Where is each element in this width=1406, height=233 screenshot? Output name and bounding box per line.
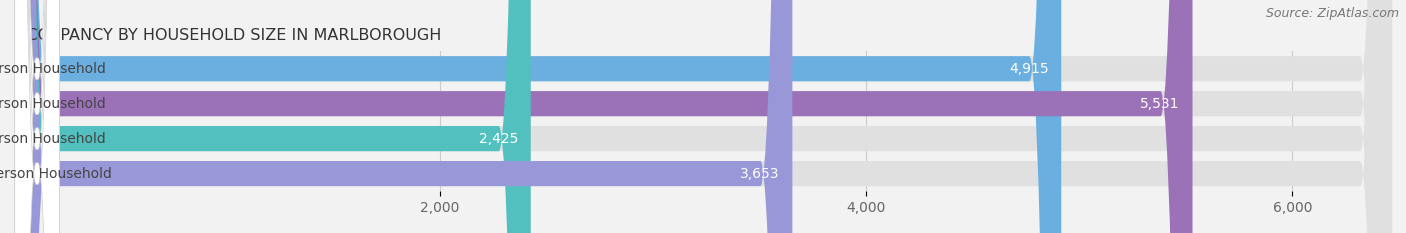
FancyBboxPatch shape — [14, 0, 1392, 233]
Text: 3,653: 3,653 — [740, 167, 779, 181]
Text: Source: ZipAtlas.com: Source: ZipAtlas.com — [1265, 7, 1399, 20]
FancyBboxPatch shape — [14, 0, 1062, 233]
FancyBboxPatch shape — [14, 0, 1392, 233]
FancyBboxPatch shape — [14, 0, 59, 233]
FancyBboxPatch shape — [14, 0, 1192, 233]
Text: 4+ Person Household: 4+ Person Household — [0, 167, 111, 181]
FancyBboxPatch shape — [14, 0, 1392, 233]
Text: 4,915: 4,915 — [1010, 62, 1049, 76]
Text: 2-Person Household: 2-Person Household — [0, 97, 105, 111]
Text: OCCUPANCY BY HOUSEHOLD SIZE IN MARLBOROUGH: OCCUPANCY BY HOUSEHOLD SIZE IN MARLBOROU… — [14, 28, 441, 43]
FancyBboxPatch shape — [14, 0, 59, 233]
Text: 2,425: 2,425 — [478, 132, 517, 146]
FancyBboxPatch shape — [14, 0, 59, 233]
Text: 1-Person Household: 1-Person Household — [0, 62, 105, 76]
FancyBboxPatch shape — [14, 0, 1392, 233]
Text: 3-Person Household: 3-Person Household — [0, 132, 105, 146]
FancyBboxPatch shape — [14, 0, 59, 233]
FancyBboxPatch shape — [14, 0, 793, 233]
Text: 5,531: 5,531 — [1140, 97, 1180, 111]
FancyBboxPatch shape — [14, 0, 530, 233]
